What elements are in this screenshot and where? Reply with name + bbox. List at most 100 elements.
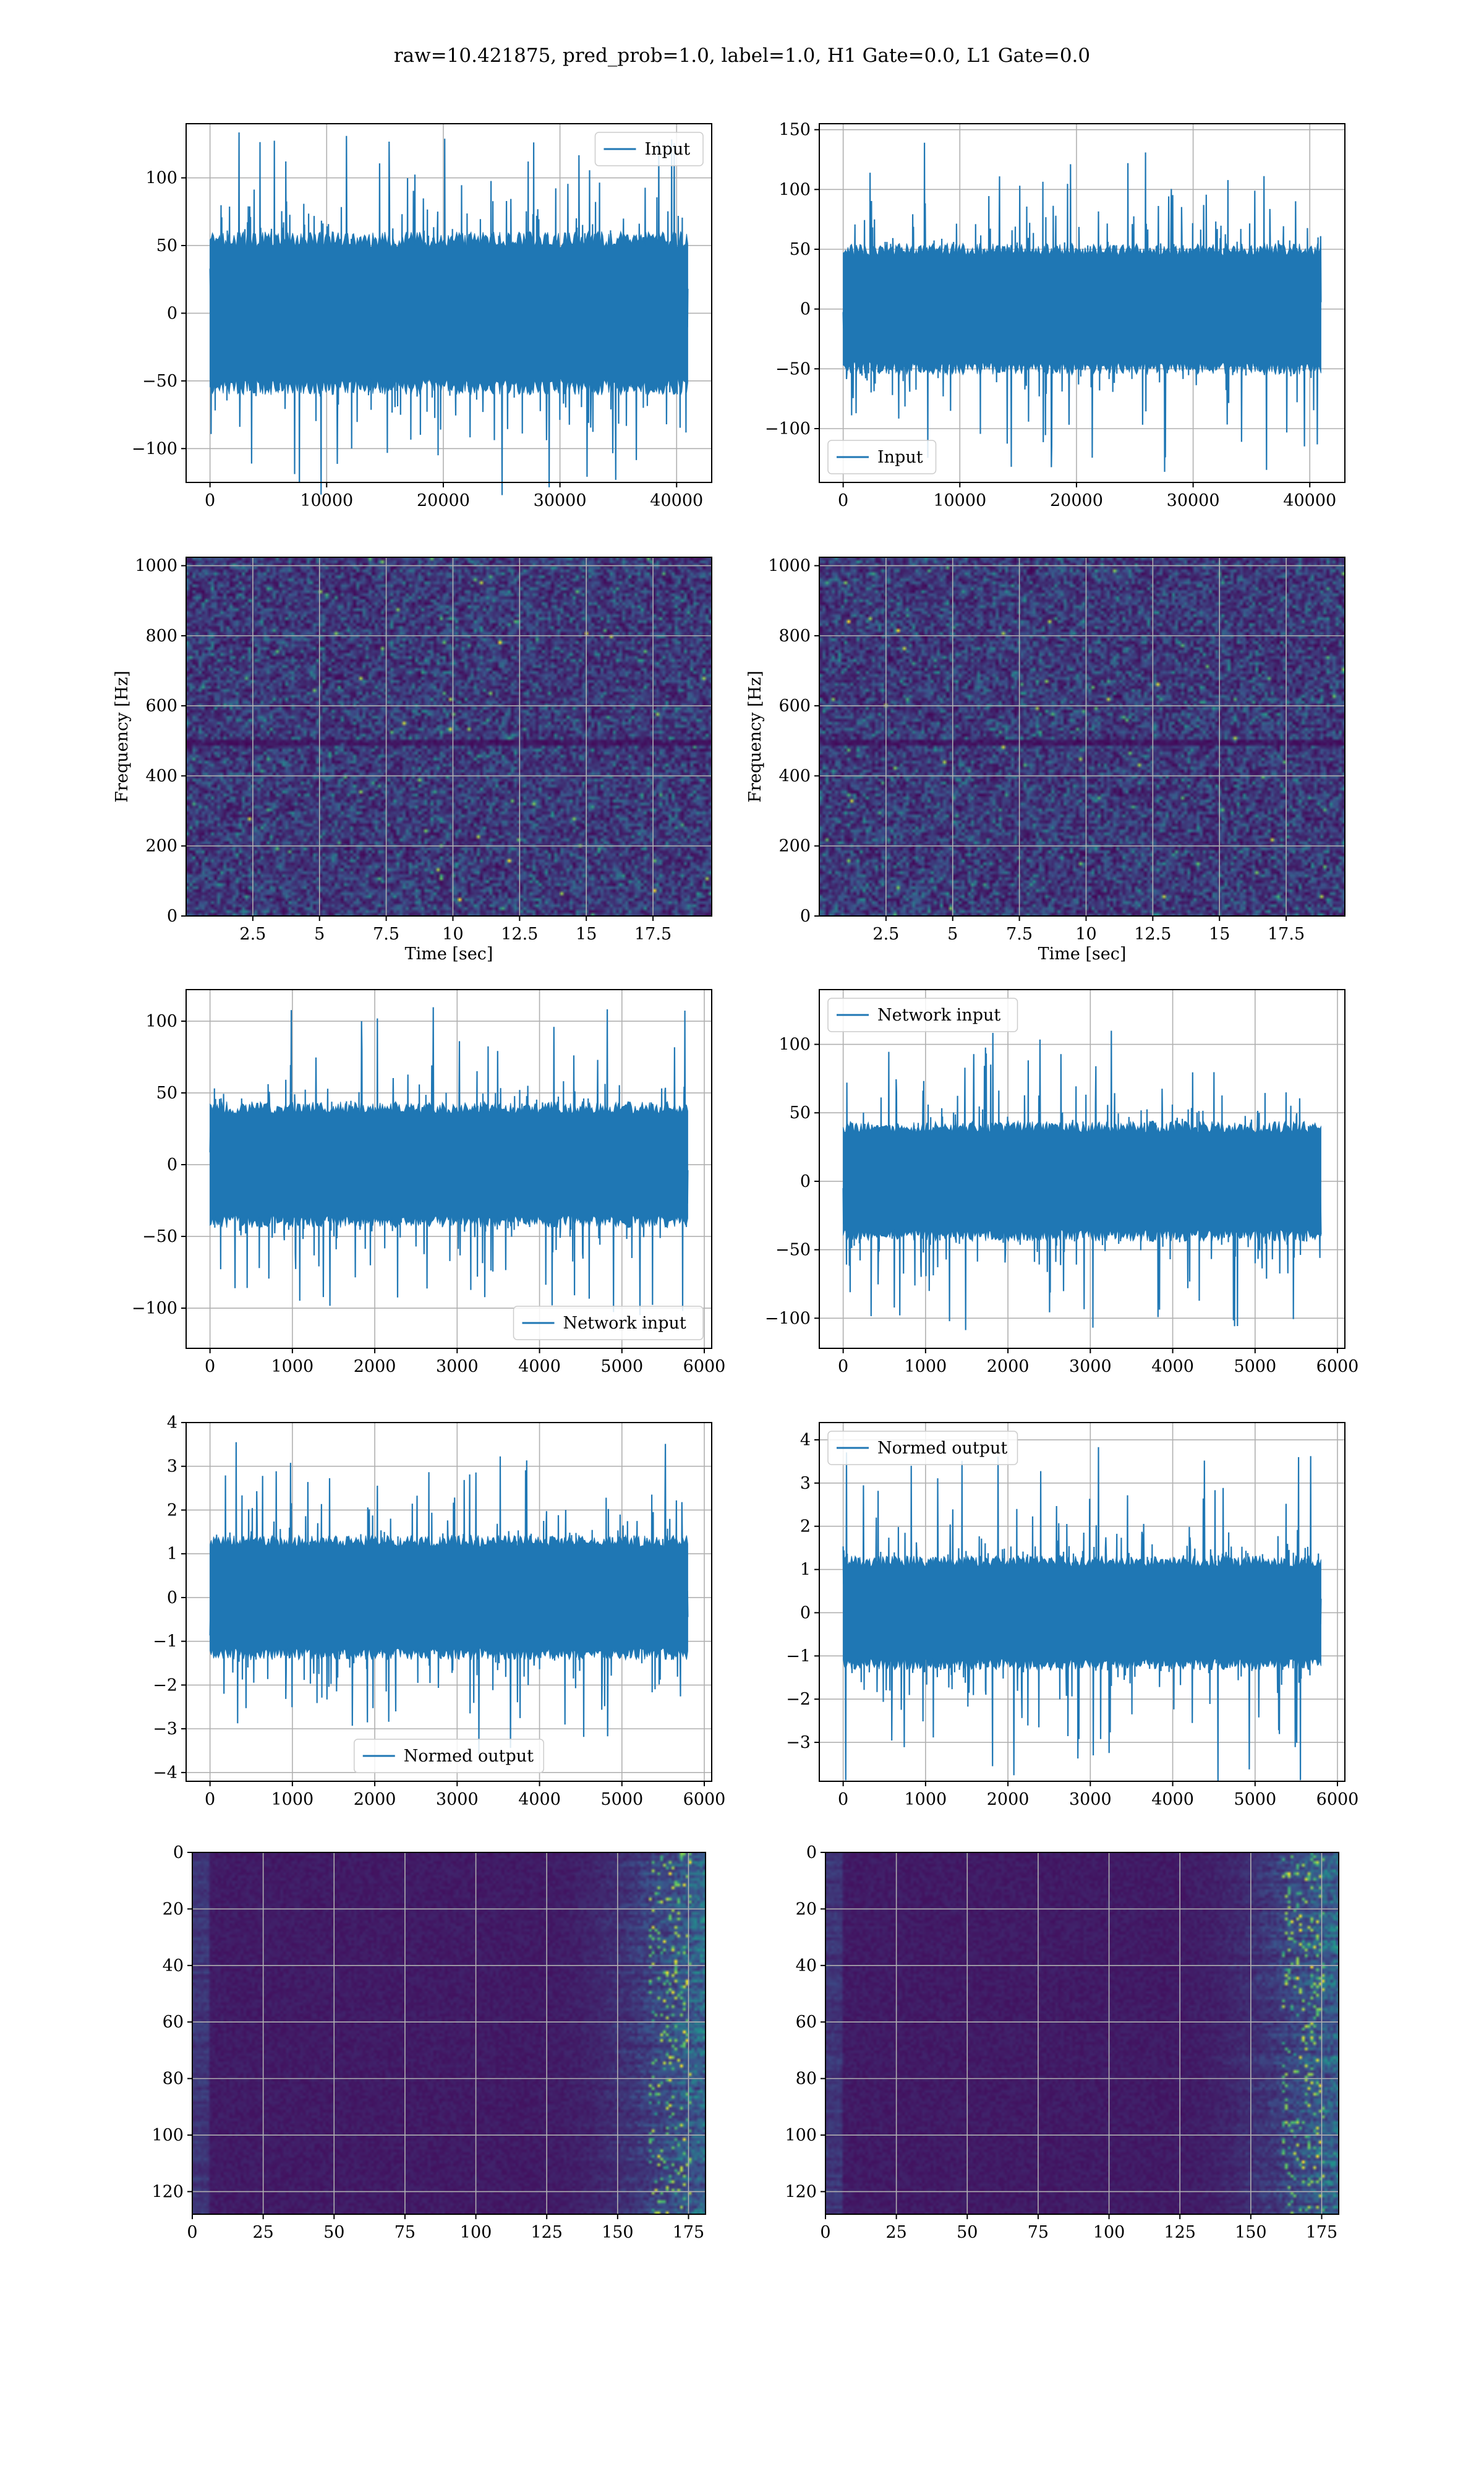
l1-network-input-panel: 0 1000 2000 3000 4000 5000 6000 −100 −50 0 50 100 Ne…: [765, 989, 1359, 1376]
y-tick-label: 100: [785, 2126, 817, 2145]
h1-normed-output-panel: 0 1000 2000 3000 4000 5000 6000 −4 −3 −2 −1 0 1 2 3 4 No…: [153, 1413, 725, 1809]
y-tick-label: 200: [778, 837, 811, 856]
x-tick-label: 12.5: [501, 925, 538, 944]
x-tick-label: 1000: [905, 1357, 947, 1376]
x-tick-label: 20000: [417, 491, 470, 510]
y-tick-label: −1: [786, 1646, 811, 1666]
x-tick-label: 20000: [1050, 491, 1103, 510]
h1-network-input-panel: 0 1000 2000 3000 4000 5000 6000 −100 −50 0 50 100 Ne…: [132, 989, 725, 1376]
x-tick-label: 6000: [1316, 1357, 1359, 1376]
y-tick-label: 600: [145, 696, 177, 716]
y-tick-label: 60: [796, 2013, 817, 2032]
y-tick-label: 3: [167, 1457, 177, 1476]
legend-label: Network input: [563, 1314, 686, 1333]
x-tick-label: 0: [205, 1790, 215, 1809]
l1-network-input-series-band: [843, 1119, 1321, 1243]
x-tick-label: 2.5: [872, 925, 899, 944]
x-tick-label: 17.5: [1268, 925, 1305, 944]
y-tick-label: 0: [167, 1155, 177, 1175]
x-tick-label: 0: [820, 2223, 830, 2242]
y-tick-label: 50: [790, 240, 811, 259]
legend: Input: [594, 132, 704, 166]
panels: 0 10000 20000 30000 40000−100−50050100Input0…: [113, 121, 1358, 2242]
legend: Normed output: [354, 1739, 544, 1773]
legend: Normed output: [827, 1431, 1018, 1465]
y-tick-label: 800: [145, 627, 177, 646]
y-tick-label: 100: [145, 1012, 177, 1031]
y-tick-label: 40: [163, 1956, 184, 1975]
y-tick-label: −50: [142, 372, 177, 391]
y-tick-label: −100: [132, 439, 177, 458]
y-tick-label: 1: [167, 1544, 177, 1564]
legend-label: Network input: [877, 1006, 1000, 1025]
y-axis-label: Frequency [Hz]: [746, 670, 765, 802]
h1-input-axes-frame: [186, 123, 712, 483]
y-tick-label: 120: [151, 2182, 184, 2201]
legend: Network input: [513, 1306, 704, 1340]
x-tick-label: 2.5: [239, 925, 266, 944]
y-tick-label: 0: [167, 1588, 177, 1607]
y-tick-label: 400: [145, 766, 177, 785]
y-tick-label: 200: [145, 837, 177, 856]
y-tick-label: 0: [167, 907, 177, 926]
y-tick-label: 4: [167, 1413, 177, 1432]
h1-feature-map-axes-frame: [192, 1852, 706, 2215]
x-tick-label: 10: [1075, 925, 1096, 944]
h1-network-input-series-band: [210, 1100, 688, 1229]
y-tick-label: −50: [775, 359, 811, 379]
h1-normed-output-axes-frame: [186, 1422, 712, 1782]
x-tick-label: 3000: [436, 1357, 479, 1376]
y-tick-label: 100: [151, 2126, 184, 2145]
y-tick-label: 1000: [768, 557, 811, 576]
legend-box: [513, 1306, 704, 1340]
y-tick-label: −2: [153, 1676, 177, 1695]
l1-feature-map-image: [825, 1852, 1339, 2214]
l1-normed-output-series-band: [843, 1555, 1321, 1671]
y-tick-label: 20: [796, 1899, 817, 1919]
y-tick-label: −100: [765, 419, 811, 439]
y-tick-label: 0: [800, 1603, 811, 1622]
y-axis-label: Frequency [Hz]: [113, 670, 132, 802]
y-tick-label: 120: [785, 2182, 817, 2201]
x-tick-label: 50: [323, 2223, 344, 2242]
y-tick-label: −100: [765, 1309, 811, 1328]
legend-label: Input: [877, 448, 923, 467]
y-tick-label: 4: [800, 1431, 811, 1450]
x-tick-label: 6000: [1316, 1790, 1359, 1809]
x-tick-label: 5000: [600, 1357, 643, 1376]
x-tick-label: 7.5: [373, 925, 399, 944]
l1-network-input-axes-frame: [819, 989, 1345, 1349]
x-tick-label: 15: [576, 925, 597, 944]
x-axis-label: Time [sec]: [405, 944, 493, 964]
y-tick-label: 150: [778, 121, 811, 140]
x-tick-label: 125: [1164, 2223, 1196, 2242]
x-tick-label: 2000: [354, 1357, 396, 1376]
x-tick-label: 12.5: [1134, 925, 1171, 944]
x-tick-label: 100: [1093, 2223, 1125, 2242]
y-tick-label: 2: [800, 1517, 811, 1536]
x-tick-label: 5: [314, 925, 325, 944]
l1-input-series-band: [843, 242, 1321, 376]
x-tick-label: 15: [1209, 925, 1230, 944]
x-tick-label: 5000: [600, 1790, 643, 1809]
h1-input-series-band: [210, 230, 688, 396]
l1-input-panel: 0 10000 20000 30000 40000 −100 −50 0 50 100 150 Inp…: [765, 121, 1345, 510]
l1-spectrogram-image: [819, 557, 1345, 916]
x-tick-label: 4000: [1151, 1357, 1194, 1376]
y-tick-label: 2: [167, 1500, 177, 1520]
y-tick-label: 1: [800, 1560, 811, 1580]
l1-feature-map-axes-frame: [825, 1852, 1339, 2215]
x-tick-label: 100: [460, 2223, 492, 2242]
h1-spectrogram-image: [186, 557, 712, 916]
h1-feature-map-image: [192, 1852, 706, 2214]
y-tick-label: 0: [167, 304, 177, 323]
x-tick-label: 0: [838, 1790, 848, 1809]
x-tick-label: 4000: [1151, 1790, 1194, 1809]
y-tick-label: 100: [778, 1035, 811, 1055]
x-tick-label: 3000: [1069, 1357, 1112, 1376]
x-tick-label: 10000: [933, 491, 986, 510]
x-tick-label: 4000: [518, 1357, 561, 1376]
legend-box: [827, 998, 1018, 1032]
x-tick-label: 3000: [1069, 1790, 1112, 1809]
h1-network-input-axes-frame: [186, 989, 712, 1349]
